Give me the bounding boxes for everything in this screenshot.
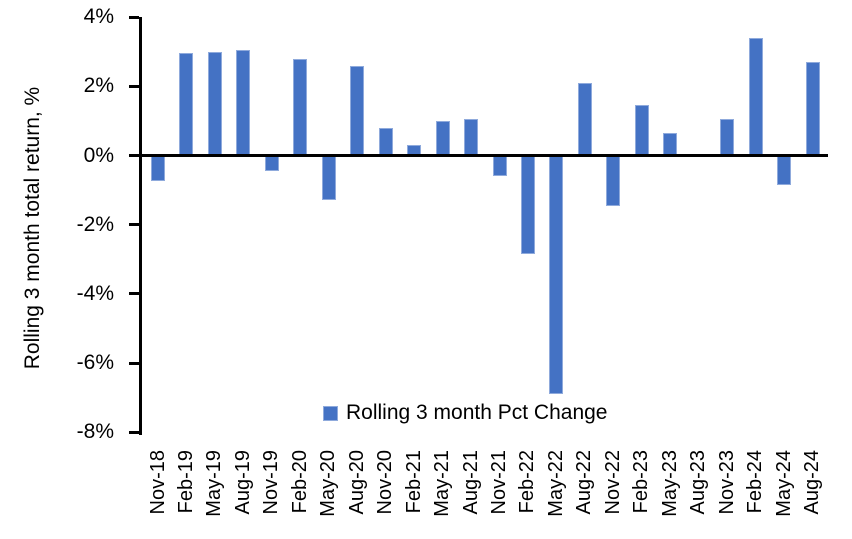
y-tick-mark — [128, 154, 139, 157]
bar-may-21 — [435, 120, 450, 156]
legend-label: Rolling 3 month Pct Change — [346, 401, 608, 424]
bar-may-24 — [777, 155, 792, 185]
x-tick-label-feb-21: Feb-21 — [402, 450, 425, 514]
bar-nov-20 — [378, 127, 393, 156]
y-axis-line — [138, 17, 142, 436]
x-tick-label-feb-22: Feb-22 — [516, 450, 539, 514]
bar-nov-19 — [264, 155, 279, 172]
bar-feb-23 — [634, 105, 649, 156]
y-tick-label: -6% — [76, 351, 114, 375]
x-tick-label-may-19: May-19 — [203, 450, 226, 517]
bar-may-19 — [207, 51, 222, 156]
x-tick-label-nov-22: Nov-22 — [601, 450, 624, 515]
bar-feb-22 — [520, 155, 535, 255]
y-tick-label: -4% — [76, 281, 114, 305]
x-tick-label-nov-19: Nov-19 — [260, 450, 283, 515]
x-tick-label-nov-23: Nov-23 — [715, 450, 738, 515]
bar-feb-20 — [293, 58, 308, 156]
bar-may-20 — [321, 155, 336, 201]
bar-may-23 — [663, 133, 678, 156]
bar-nov-23 — [720, 119, 735, 156]
legend-swatch-icon — [323, 405, 338, 421]
x-tick-label-may-23: May-23 — [658, 450, 681, 517]
bar-may-22 — [549, 155, 564, 395]
x-tick-label-aug-23: Aug-23 — [687, 450, 710, 515]
x-tick-label-may-21: May-21 — [431, 450, 454, 517]
x-tick-label-aug-24: Aug-24 — [801, 450, 824, 515]
x-tick-label-aug-20: Aug-20 — [345, 450, 368, 515]
y-tick-mark — [128, 84, 139, 88]
x-tick-label-feb-23: Feb-23 — [630, 450, 653, 514]
y-tick-mark — [128, 292, 139, 296]
x-tick-label-feb-19: Feb-19 — [174, 450, 197, 514]
bar-nov-22 — [606, 155, 621, 206]
bar-aug-19 — [236, 49, 251, 156]
bar-nov-18 — [151, 155, 165, 182]
y-tick-label: -2% — [76, 212, 114, 236]
y-tick-label: -8% — [76, 420, 114, 444]
bar-aug-22 — [577, 82, 592, 156]
y-tick-mark — [128, 361, 139, 365]
x-tick-label-aug-21: Aug-21 — [459, 450, 482, 515]
x-tick-label-aug-22: Aug-22 — [573, 450, 596, 515]
y-tick-label: 2% — [83, 74, 114, 98]
x-tick-label-may-20: May-20 — [317, 450, 340, 517]
bar-aug-24 — [805, 62, 820, 156]
x-tick-label-nov-21: Nov-21 — [488, 450, 511, 515]
x-tick-label-aug-19: Aug-19 — [231, 450, 254, 515]
x-axis-zero-line — [138, 154, 828, 157]
bar-feb-19 — [179, 53, 194, 156]
y-tick-mark — [128, 15, 139, 19]
x-tick-label-feb-24: Feb-24 — [744, 450, 767, 514]
x-tick-label-nov-18: Nov-18 — [146, 450, 169, 515]
legend: Rolling 3 month Pct Change — [323, 401, 608, 425]
y-tick-label: 0% — [83, 143, 114, 167]
bar-nov-21 — [492, 155, 507, 177]
y-tick-mark — [128, 223, 139, 227]
bar-aug-20 — [350, 65, 365, 156]
x-tick-label-may-22: May-22 — [544, 450, 567, 517]
x-tick-label-nov-20: Nov-20 — [374, 450, 397, 515]
y-tick-mark — [128, 430, 139, 434]
x-tick-label-may-24: May-24 — [772, 450, 795, 517]
x-tick-label-feb-20: Feb-20 — [288, 450, 311, 514]
bar-aug-21 — [464, 119, 479, 156]
y-tick-label: 4% — [83, 5, 114, 29]
bar-feb-24 — [748, 37, 763, 156]
